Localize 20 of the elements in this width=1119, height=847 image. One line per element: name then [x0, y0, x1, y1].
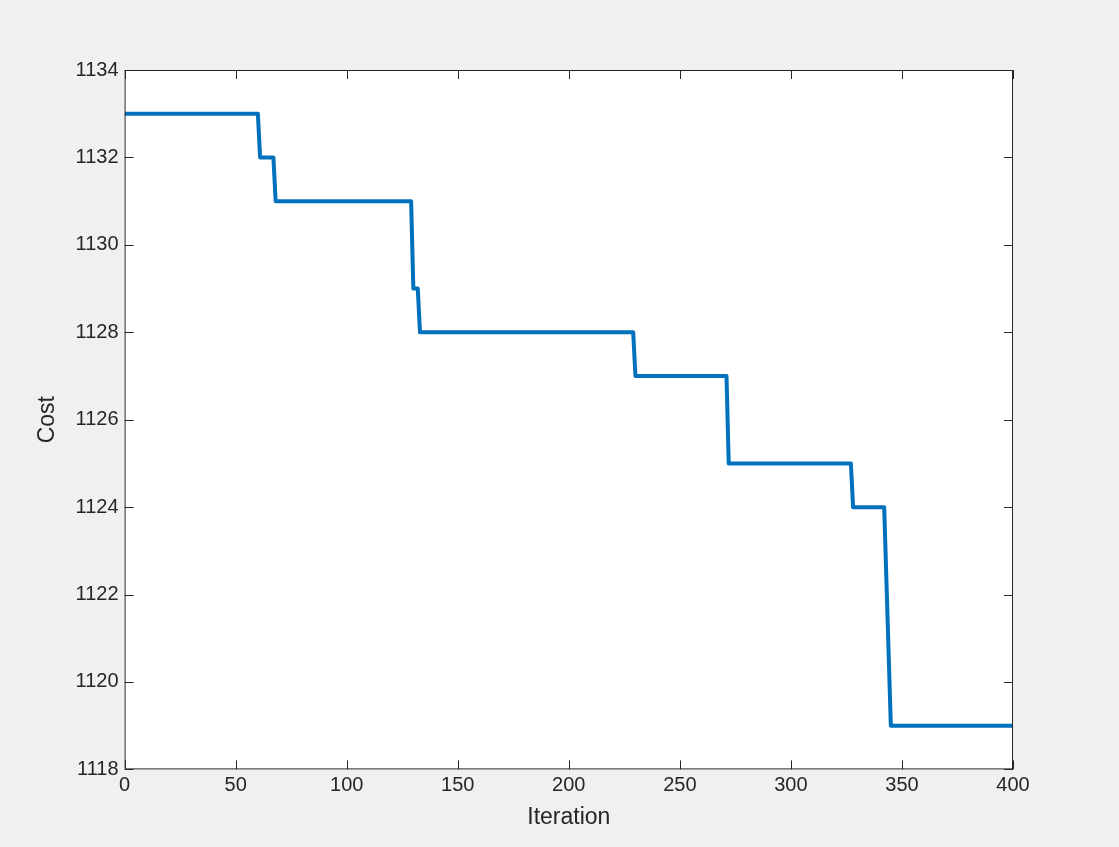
x-tick-label: 200: [552, 772, 586, 795]
y-tick-label: 1132: [75, 144, 119, 167]
y-tick-label: 1126: [75, 407, 119, 430]
x-tick-label: 300: [774, 772, 808, 795]
y-tick-label: 1124: [75, 494, 119, 517]
y-tick-label: 1128: [75, 319, 119, 342]
x-tick-label: 100: [330, 772, 364, 795]
x-tick-label: 150: [441, 772, 475, 795]
x-tick-label: 50: [224, 772, 247, 795]
y-tick-label: 1118: [77, 756, 119, 779]
y-tick-label: 1122: [75, 582, 119, 605]
x-tick-label: 0: [119, 772, 131, 795]
y-tick-label: 1130: [75, 232, 119, 255]
x-axis-title: Iteration: [527, 802, 611, 829]
x-tick-label: 350: [885, 772, 919, 795]
x-tick-label: 250: [663, 772, 697, 795]
y-tick-label: 1120: [75, 669, 119, 692]
x-tick-label: 400: [996, 772, 1030, 795]
y-axis-title: Cost: [33, 395, 60, 444]
y-tick-label: 1134: [75, 57, 119, 80]
